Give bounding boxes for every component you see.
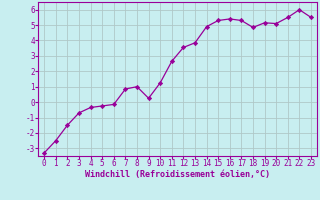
X-axis label: Windchill (Refroidissement éolien,°C): Windchill (Refroidissement éolien,°C) (85, 170, 270, 179)
